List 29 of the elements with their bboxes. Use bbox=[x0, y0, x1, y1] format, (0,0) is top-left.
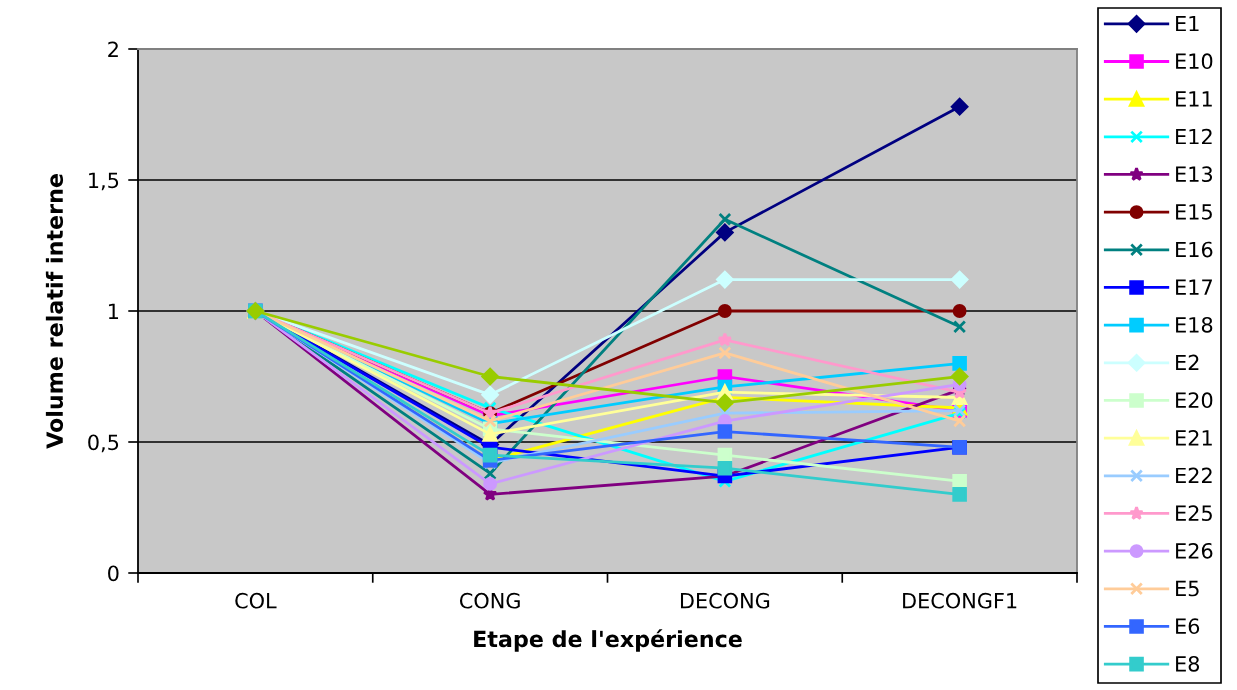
legend-label: E11 bbox=[1176, 91, 1212, 107]
y-tick-label: 2 bbox=[108, 41, 118, 57]
legend-label: E5 bbox=[1176, 580, 1199, 597]
x-axis-title: Etape de l'expérience bbox=[474, 629, 742, 652]
y-tick-label: 1,5 bbox=[89, 172, 119, 191]
legend-label: E13 bbox=[1176, 166, 1213, 183]
legend-label: E22 bbox=[1176, 467, 1212, 484]
y-tick-label: 0,5 bbox=[88, 434, 119, 453]
legend-label: E6 bbox=[1176, 618, 1200, 635]
legend-label: E12 bbox=[1176, 128, 1212, 145]
legend-label: E20 bbox=[1176, 392, 1213, 409]
legend-label: E1 bbox=[1176, 15, 1199, 32]
legend-label: E17 bbox=[1176, 279, 1212, 295]
legend-label: E2 bbox=[1176, 354, 1199, 371]
x-tick-label: COL bbox=[235, 592, 277, 609]
legend-label: E16 bbox=[1176, 241, 1213, 258]
legend-label: E18 bbox=[1176, 316, 1213, 333]
y-tick-label: 0 bbox=[108, 565, 119, 582]
legend-label: E21 bbox=[1176, 429, 1212, 446]
y-tick-label: 1 bbox=[108, 303, 119, 319]
legend-label: E25 bbox=[1176, 505, 1212, 522]
x-tick-label: CONG bbox=[459, 592, 520, 609]
legend-label: E15 bbox=[1176, 204, 1212, 220]
y-axis-title: Volume relatif interne bbox=[45, 174, 64, 449]
legend-label: E26 bbox=[1176, 542, 1213, 559]
legend-label: E8 bbox=[1176, 655, 1200, 672]
x-tick-label: DECONGF1 bbox=[903, 592, 1017, 609]
legend-label: E10 bbox=[1176, 53, 1213, 70]
x-tick-label: DECONG bbox=[680, 592, 770, 609]
